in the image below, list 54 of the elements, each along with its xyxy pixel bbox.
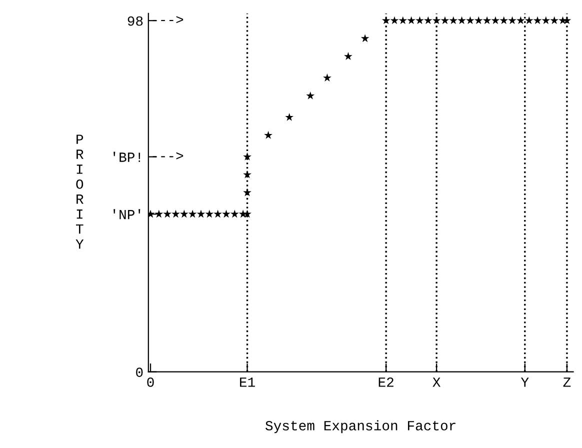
point bbox=[533, 16, 542, 24]
point bbox=[482, 16, 492, 24]
point bbox=[163, 210, 172, 218]
y-tick-label: 'BP! bbox=[114, 152, 140, 162]
point bbox=[508, 16, 516, 24]
point bbox=[382, 16, 390, 24]
point bbox=[222, 210, 230, 218]
point bbox=[243, 152, 252, 160]
point bbox=[474, 16, 483, 24]
point bbox=[243, 170, 252, 178]
point bbox=[243, 188, 252, 196]
point bbox=[243, 210, 252, 218]
point bbox=[172, 210, 180, 218]
point bbox=[390, 16, 399, 24]
point bbox=[550, 16, 559, 24]
y-tick-label: 98 bbox=[128, 16, 143, 26]
x-axis-title: System Expansion Factor bbox=[266, 420, 456, 434]
point bbox=[180, 210, 188, 218]
point bbox=[306, 91, 315, 100]
x-tick-label: 0 bbox=[147, 377, 154, 387]
point bbox=[214, 210, 222, 218]
point bbox=[516, 16, 525, 24]
point bbox=[323, 74, 332, 82]
y-tick-label: 'NP' bbox=[114, 209, 140, 220]
point bbox=[466, 16, 474, 24]
y-tick-label: 0 bbox=[136, 368, 143, 378]
point bbox=[154, 210, 164, 218]
point bbox=[264, 130, 272, 139]
point bbox=[230, 210, 239, 218]
point bbox=[398, 16, 408, 24]
point bbox=[500, 16, 508, 24]
point bbox=[458, 16, 466, 24]
x-tick-label: X bbox=[432, 378, 440, 387]
point bbox=[524, 16, 534, 24]
point bbox=[285, 112, 294, 121]
point bbox=[416, 16, 424, 24]
point bbox=[491, 16, 500, 24]
point bbox=[188, 210, 197, 218]
x-tick-label: Y bbox=[520, 378, 529, 387]
point bbox=[196, 210, 206, 218]
point bbox=[432, 16, 441, 24]
point bbox=[449, 16, 458, 24]
point bbox=[407, 16, 416, 24]
point bbox=[562, 16, 572, 24]
point bbox=[360, 34, 370, 42]
point bbox=[440, 16, 450, 24]
point bbox=[424, 16, 432, 24]
point bbox=[344, 52, 352, 60]
x-tick-label: Z bbox=[563, 378, 571, 387]
y-axis-title: PRIORITY bbox=[76, 134, 84, 249]
x-tick-label: E1 bbox=[240, 378, 255, 387]
x-tick-label: E2 bbox=[378, 377, 394, 387]
point bbox=[205, 210, 214, 218]
point bbox=[542, 16, 550, 24]
